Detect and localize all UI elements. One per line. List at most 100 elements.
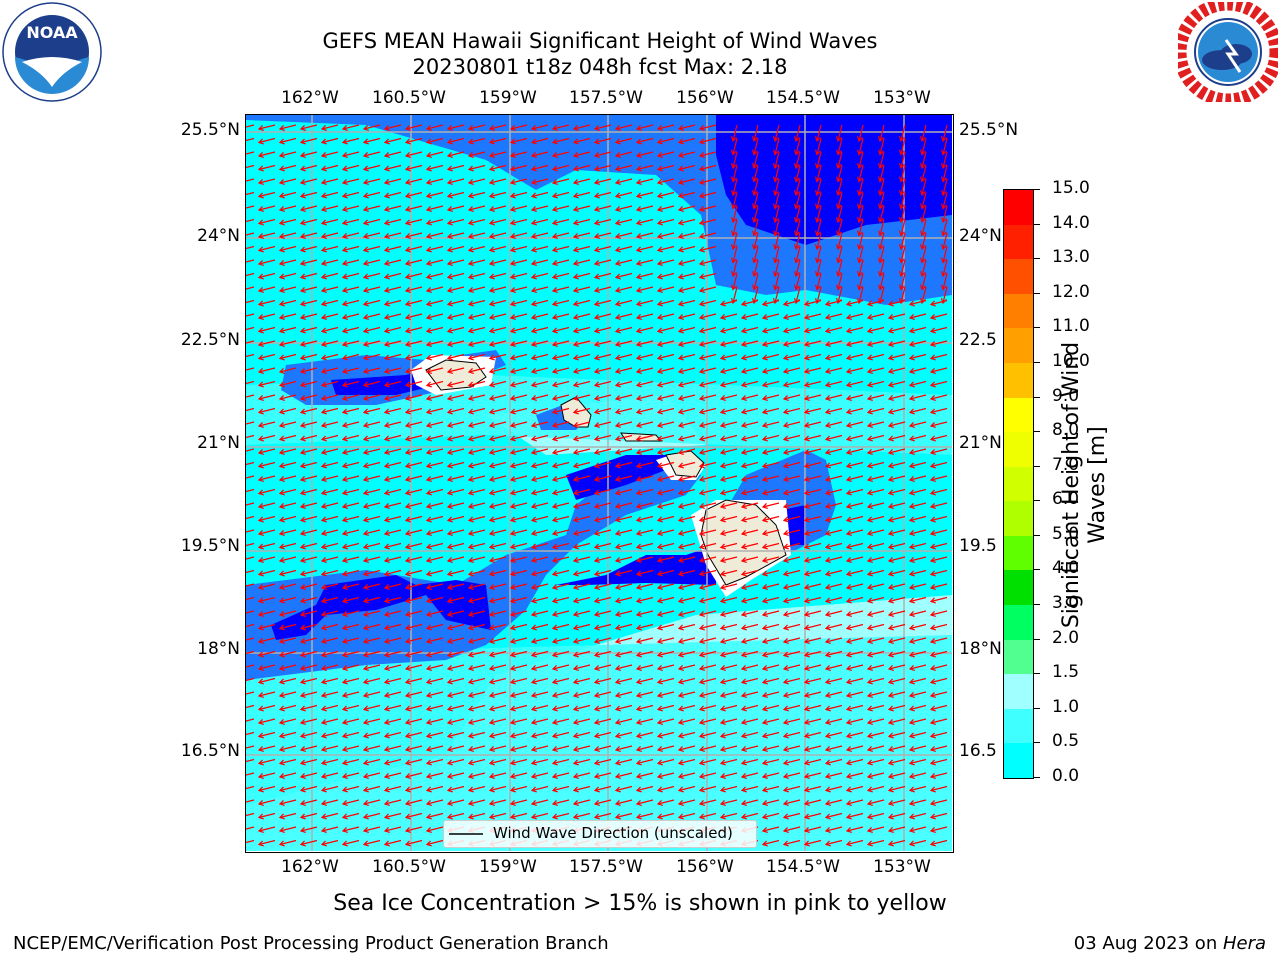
wave-direction-arrow — [572, 583, 591, 591]
wave-direction-arrow — [383, 677, 402, 685]
wave-direction-arrow — [803, 677, 822, 685]
wave-direction-arrow — [677, 245, 696, 253]
wave-direction-arrow — [446, 731, 465, 739]
wave-direction-arrow — [803, 448, 822, 456]
wave-direction-arrow — [488, 191, 507, 199]
wave-direction-arrow — [362, 421, 381, 429]
wave-direction-arrow — [488, 731, 507, 739]
wave-direction-arrow — [719, 731, 738, 739]
wave-direction-arrow — [425, 542, 444, 550]
wave-direction-arrow — [866, 394, 885, 402]
wave-direction-arrow — [551, 191, 570, 199]
wave-direction-arrow — [257, 326, 276, 334]
wave-direction-arrow — [425, 313, 444, 321]
wave-direction-arrow — [719, 623, 738, 631]
wave-direction-arrow — [246, 218, 255, 223]
wave-direction-arrow — [404, 380, 423, 388]
wave-direction-arrow — [824, 650, 843, 658]
wave-direction-arrow — [919, 165, 927, 183]
wave-direction-arrow — [866, 488, 885, 496]
wave-direction-arrow — [509, 421, 528, 429]
wave-direction-arrow — [761, 650, 780, 658]
wave-direction-arrow — [362, 704, 381, 712]
lat-label-right: 19.5 — [959, 536, 997, 556]
wave-direction-arrow — [698, 785, 717, 793]
wave-direction-arrow — [362, 677, 381, 685]
wave-direction-arrow — [246, 394, 255, 398]
wave-direction-arrow — [467, 151, 486, 159]
wave-direction-arrow — [929, 799, 948, 807]
wave-direction-arrow — [572, 313, 591, 321]
wave-direction-arrow — [509, 691, 528, 699]
wave-direction-arrow — [551, 731, 570, 739]
wave-direction-arrow — [772, 259, 780, 278]
wave-direction-arrow — [362, 691, 381, 699]
wave-direction-arrow — [929, 745, 948, 753]
wave-direction-arrow — [614, 394, 633, 402]
wave-direction-arrow — [404, 340, 423, 348]
wave-direction-arrow — [793, 151, 801, 170]
wave-direction-arrow — [677, 421, 696, 429]
wave-direction-arrow — [467, 529, 486, 537]
wave-direction-arrow — [761, 542, 780, 550]
wave-direction-arrow — [320, 691, 339, 699]
wave-direction-arrow — [593, 286, 612, 294]
wave-direction-arrow — [866, 367, 885, 375]
wave-direction-arrow — [593, 664, 612, 672]
wave-direction-arrow — [730, 273, 738, 291]
wave-direction-arrow — [530, 691, 549, 699]
wave-direction-arrow — [929, 623, 948, 631]
wave-direction-arrow — [866, 353, 885, 361]
wave-direction-arrow — [257, 839, 276, 847]
lon-label-top: 157.5°W — [569, 88, 643, 108]
wave-direction-arrow — [572, 178, 591, 186]
wave-direction-arrow — [362, 826, 381, 834]
wave-direction-arrow — [425, 461, 444, 469]
wave-direction-arrow — [278, 191, 297, 199]
wave-direction-arrow — [845, 313, 864, 321]
wave-direction-arrow — [908, 313, 927, 321]
wave-direction-arrow — [782, 340, 801, 348]
wave-direction-arrow — [509, 677, 528, 685]
wave-direction-arrow — [446, 164, 465, 172]
wave-direction-arrow — [257, 826, 276, 834]
wave-direction-arrow — [246, 799, 255, 803]
wave-direction-arrow — [257, 610, 276, 618]
wave-direction-arrow — [320, 367, 339, 375]
wave-direction-arrow — [551, 799, 570, 807]
wave-direction-arrow — [257, 380, 276, 388]
wave-direction-arrow — [593, 394, 612, 402]
wave-direction-arrow — [383, 839, 402, 847]
wave-direction-arrow — [278, 340, 297, 348]
wave-direction-arrow — [740, 704, 759, 712]
colorbar-segment — [1004, 362, 1033, 399]
wave-direction-arrow — [425, 799, 444, 807]
wave-direction-arrow — [530, 488, 549, 496]
wave-direction-arrow — [362, 434, 381, 442]
wave-direction-arrow — [929, 812, 948, 820]
wave-direction-arrow — [383, 259, 402, 267]
wave-direction-arrow — [824, 596, 843, 604]
wave-direction-arrow — [614, 569, 633, 577]
wave-direction-arrow — [488, 272, 507, 280]
wave-direction-arrow — [656, 461, 675, 469]
wave-direction-arrow — [320, 529, 339, 537]
wave-direction-arrow — [635, 286, 654, 294]
wave-direction-arrow — [614, 623, 633, 631]
wave-direction-arrow — [278, 799, 297, 807]
wave-direction-arrow — [677, 124, 696, 132]
wave-direction-arrow — [887, 704, 906, 712]
wave-direction-arrow — [593, 542, 612, 550]
wave-direction-arrow — [698, 394, 717, 402]
wave-direction-arrow — [772, 165, 780, 183]
wave-direction-arrow — [320, 596, 339, 604]
noaa-logo-text: NOAA — [26, 23, 78, 42]
wave-direction-arrow — [635, 421, 654, 429]
wave-direction-arrow — [698, 353, 717, 361]
wave-direction-arrow — [341, 758, 360, 766]
wave-direction-arrow — [719, 461, 738, 469]
wave-direction-arrow — [887, 758, 906, 766]
wave-direction-arrow — [761, 704, 780, 712]
wave-direction-arrow — [929, 299, 948, 307]
wave-direction-arrow — [551, 178, 570, 186]
